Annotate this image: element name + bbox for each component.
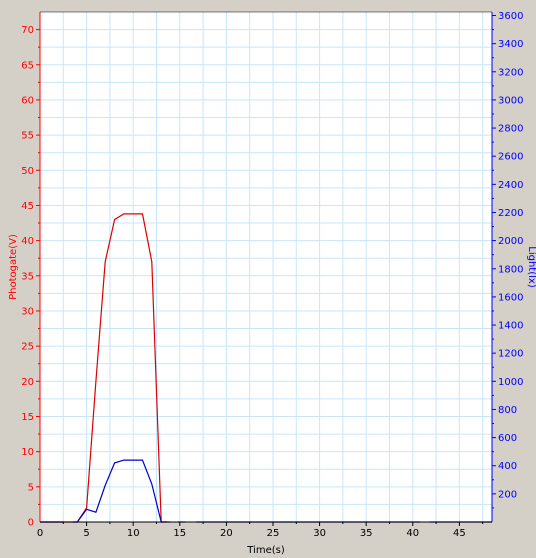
right-tick-label: 800 — [498, 405, 517, 416]
right-tick-label: 2000 — [498, 236, 523, 247]
right-tick-label: 1000 — [498, 377, 523, 388]
plot-area — [40, 12, 492, 522]
right-tick-label: 2800 — [498, 124, 523, 135]
right-tick-label: 600 — [498, 433, 517, 444]
axes — [36, 11, 496, 526]
right-tick-label: 3000 — [498, 95, 523, 106]
left-tick-label: 40 — [21, 236, 34, 247]
right-tick-label: 3400 — [498, 39, 523, 50]
x-axis-label: Time(s) — [246, 545, 285, 556]
x-tick-label: 10 — [127, 528, 140, 539]
tick-labels: 0 5 10 15 20 25 30 35 40 45 0 5 10 15 20 25 30 35 40 45 50 55… — [21, 11, 523, 539]
x-tick-label: 45 — [453, 528, 466, 539]
right-axis-label: Light(lx) — [526, 246, 536, 288]
x-tick-label: 20 — [220, 528, 233, 539]
left-tick-label: 45 — [21, 201, 34, 212]
left-tick-label: 65 — [21, 60, 34, 71]
right-tick-label: 3200 — [498, 67, 523, 78]
left-axis-label: Photogate(V) — [8, 234, 19, 300]
right-tick-label: 1600 — [498, 292, 523, 303]
left-tick-label: 60 — [21, 95, 34, 106]
left-tick-label: 20 — [21, 377, 34, 388]
left-tick-label: 50 — [21, 166, 34, 177]
x-tick-label: 15 — [173, 528, 186, 539]
left-tick-label: 55 — [21, 131, 34, 142]
left-tick-label: 70 — [21, 25, 34, 36]
left-tick-label: 30 — [21, 306, 34, 317]
x-tick-label: 25 — [267, 528, 280, 539]
right-tick-label: 1200 — [498, 349, 523, 360]
x-tick-label: 40 — [406, 528, 419, 539]
series-line-right — [72, 459, 167, 523]
right-tick-label: 2600 — [498, 152, 523, 163]
right-tick-label: 1800 — [498, 264, 523, 275]
x-tick-label: 0 — [37, 528, 43, 539]
left-tick-label: 15 — [21, 412, 34, 423]
x-tick-label: 30 — [313, 528, 326, 539]
left-tick-label: 10 — [21, 447, 34, 458]
left-tick-label: 25 — [21, 342, 34, 353]
left-tick-label: 5 — [28, 482, 34, 493]
right-tick-label: 2400 — [498, 180, 523, 191]
right-tick-label: 1400 — [498, 321, 523, 332]
right-tick-label: 400 — [498, 461, 517, 472]
left-tick-label: 35 — [21, 271, 34, 282]
left-tick-label: 0 — [28, 518, 34, 529]
right-tick-label: 200 — [498, 489, 517, 500]
series-line-left — [40, 213, 171, 523]
right-tick-label: 2200 — [498, 208, 523, 219]
grid — [40, 12, 492, 522]
right-tick-label: 3600 — [498, 11, 523, 22]
x-tick-label: 5 — [83, 528, 89, 539]
x-tick-label: 35 — [360, 528, 373, 539]
